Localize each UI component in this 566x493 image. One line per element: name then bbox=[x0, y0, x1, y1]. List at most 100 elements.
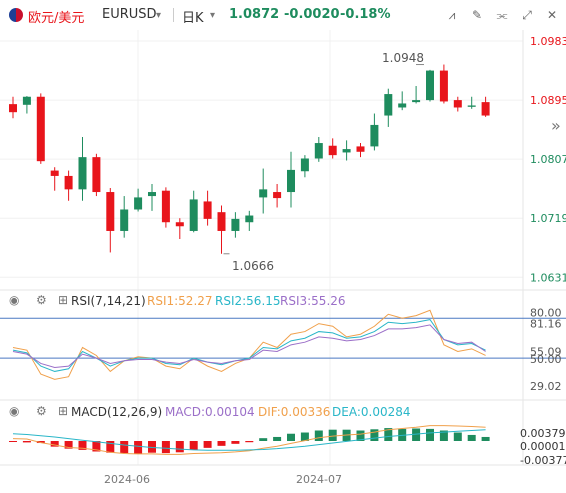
symbol-dropdown-icon[interactable]: ▾ bbox=[156, 10, 162, 21]
macd-histogram-bar bbox=[481, 436, 490, 441]
candle-body bbox=[189, 199, 198, 231]
macd-histogram-bar bbox=[328, 429, 337, 441]
macd-histogram-bar bbox=[9, 441, 17, 442]
draw-icon[interactable]: ✎ bbox=[471, 8, 483, 22]
macd-histogram-bar bbox=[467, 434, 476, 441]
settings-box-icon[interactable]: ⊞ bbox=[58, 293, 69, 307]
candle-body bbox=[245, 215, 254, 223]
candle-body bbox=[384, 94, 393, 116]
high-annotation: 1.0948 bbox=[382, 51, 424, 65]
rsi3-line bbox=[12, 324, 486, 368]
side-panel-arrow-icon[interactable]: » bbox=[551, 116, 561, 135]
rsi-name: RSI(7,14,21) bbox=[71, 294, 146, 308]
indicator-icon[interactable]: ⫘ bbox=[496, 8, 508, 22]
rsi1-value: RSI1:52.27 bbox=[147, 294, 213, 308]
candle-body bbox=[412, 100, 421, 103]
candlestick-series bbox=[9, 64, 490, 255]
close-icon[interactable]: ✕ bbox=[546, 8, 558, 22]
last-price: 1.0872 bbox=[229, 7, 280, 22]
chart-header: 欧元/美元 EURUSD ▾ 日K ▾ 1.0872 -0.0020 -0.18… bbox=[0, 0, 566, 30]
candle-body bbox=[106, 192, 115, 231]
dif-line bbox=[12, 425, 486, 455]
currency-flag-icon bbox=[9, 8, 23, 22]
macd-histogram-bar bbox=[134, 441, 143, 454]
candle-body bbox=[120, 209, 129, 231]
macd-value: MACD:0.00104 bbox=[165, 405, 255, 419]
gear-icon[interactable]: ⚙ bbox=[36, 293, 47, 307]
candle-body bbox=[328, 145, 337, 156]
date-axis-label: 2024-07 bbox=[296, 473, 342, 486]
rsi-series bbox=[0, 309, 566, 380]
price-axis-label: 1.0895 bbox=[530, 94, 566, 107]
symbol-label[interactable]: EURUSD bbox=[102, 7, 157, 22]
candle-body bbox=[287, 169, 295, 193]
dea-line bbox=[12, 429, 486, 451]
candle-body bbox=[148, 192, 156, 197]
candle-body bbox=[9, 104, 17, 113]
eye-icon[interactable]: ◉ bbox=[9, 293, 20, 307]
macd-histogram-bar bbox=[384, 428, 393, 441]
macd-histogram-bar bbox=[259, 438, 268, 441]
candle-body bbox=[439, 70, 448, 102]
macd-eye-icon[interactable]: ◉ bbox=[9, 404, 20, 418]
candle-body bbox=[259, 189, 268, 198]
macd-histogram-bar bbox=[314, 430, 323, 441]
candle-body bbox=[481, 102, 490, 116]
header-divider bbox=[173, 8, 174, 22]
candle-body bbox=[175, 222, 184, 227]
price-axis-label: 1.0983 bbox=[530, 35, 566, 48]
pair-name[interactable]: 欧元/美元 bbox=[28, 11, 85, 26]
macd-histogram-bar bbox=[50, 441, 59, 447]
macd-histogram-bar bbox=[175, 441, 184, 453]
period-dropdown-icon[interactable]: ▾ bbox=[210, 10, 216, 21]
price-change: -0.0020 bbox=[284, 7, 340, 22]
macd-histogram-bar bbox=[22, 441, 31, 443]
macd-histogram-bar bbox=[231, 441, 240, 444]
macd-histogram-bar bbox=[356, 430, 365, 441]
candle-body bbox=[161, 190, 170, 223]
rsi2-value: RSI2:56.15 bbox=[215, 294, 281, 308]
chart-type-icon[interactable]: ⩘ bbox=[448, 8, 456, 22]
grid-lines bbox=[0, 30, 566, 466]
macd-histogram-bar bbox=[217, 441, 226, 446]
price-axis-label: 1.0807 bbox=[530, 153, 566, 166]
candle-body bbox=[78, 157, 87, 190]
candle-body bbox=[356, 146, 365, 152]
rsi-axis-label: 29.02 bbox=[530, 380, 562, 393]
macd-histogram-bar bbox=[148, 441, 156, 453]
macd-histogram-bar bbox=[300, 432, 309, 441]
candle-body bbox=[300, 158, 309, 172]
price-axis-label: 1.0631 bbox=[530, 271, 566, 284]
candle-body bbox=[370, 124, 379, 147]
fullscreen-icon[interactable]: ⤢ bbox=[522, 8, 532, 22]
macd-histogram-bar bbox=[64, 441, 73, 449]
candle-body bbox=[64, 175, 73, 190]
macd-series bbox=[9, 425, 490, 455]
macd-histogram-bar bbox=[78, 441, 87, 450]
rsi2-line bbox=[12, 319, 486, 372]
candle-body bbox=[203, 201, 212, 219]
macd-gear-icon[interactable]: ⚙ bbox=[36, 404, 47, 418]
price-change-percent: -0.18% bbox=[340, 7, 391, 22]
macd-name: MACD(12,26,9) bbox=[71, 405, 163, 419]
candle-body bbox=[467, 105, 476, 107]
macd-settings-box-icon[interactable]: ⊞ bbox=[58, 404, 69, 418]
macd-histogram-bar bbox=[120, 441, 129, 454]
period-label[interactable]: 日K bbox=[182, 11, 204, 26]
candle-body bbox=[398, 103, 407, 108]
candle-body bbox=[342, 149, 351, 153]
rsi-axis-label: 50.00 bbox=[530, 353, 562, 366]
low-annotation: 1.0666 bbox=[232, 259, 274, 273]
macd-histogram-bar bbox=[106, 441, 115, 453]
rsi-axis-label: 80.00 bbox=[530, 306, 562, 319]
candle-body bbox=[217, 212, 226, 231]
dif-value: DIF:0.00336 bbox=[258, 405, 331, 419]
candle-body bbox=[426, 70, 434, 101]
macd-histogram-bar bbox=[287, 433, 295, 441]
macd-histogram-bar bbox=[439, 430, 448, 441]
rsi3-value: RSI3:55.26 bbox=[280, 294, 346, 308]
rsi1-line bbox=[12, 309, 486, 380]
macd-histogram-bar bbox=[245, 441, 254, 443]
candle-body bbox=[231, 218, 240, 231]
